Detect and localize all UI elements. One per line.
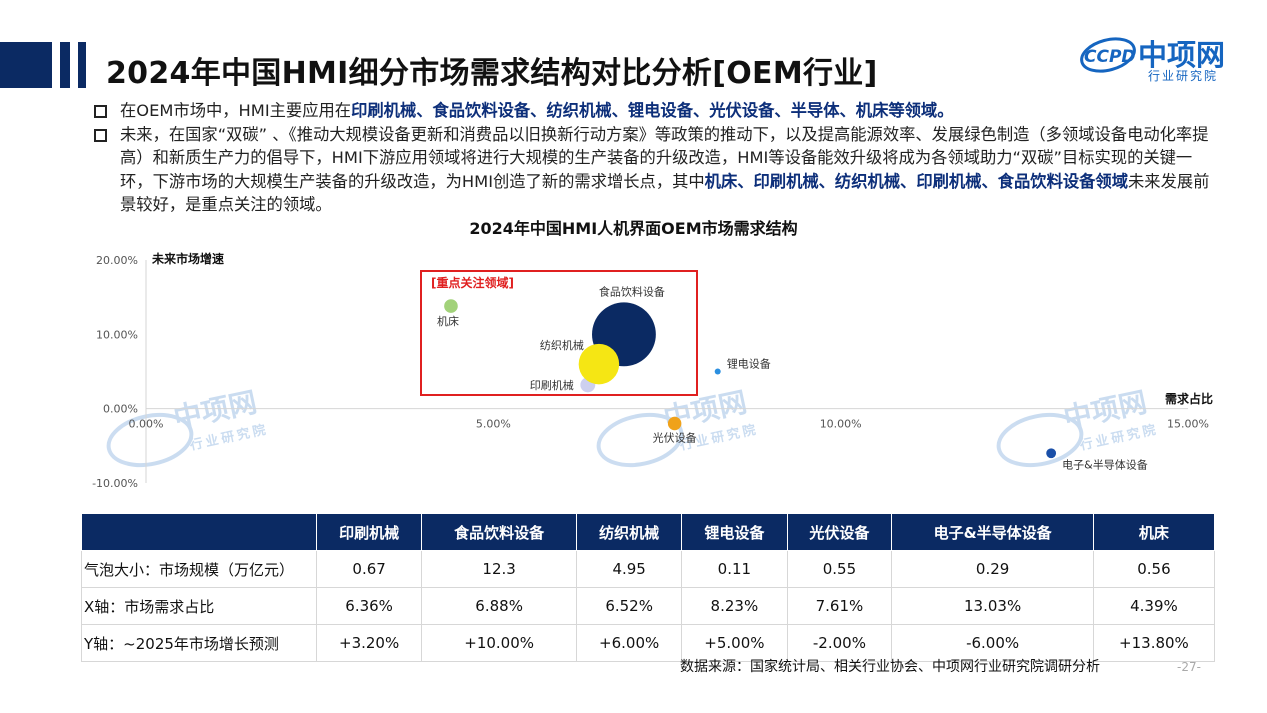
table-header-cell: 食品饮料设备 [421, 513, 578, 551]
bullet-text: 在OEM市场中，HMI主要应用在 [120, 101, 352, 120]
logo-mark-icon: CCPD [1080, 37, 1136, 73]
header-accent-strip [78, 42, 86, 88]
bullet-text: 未来，在国家“双碳” 、《推动大规模设备更新和消费品以旧换新行动方案》等政策的推… [120, 124, 1209, 191]
bubble [714, 368, 721, 375]
table-cell: 0.29 [891, 550, 1094, 588]
bubble [667, 416, 682, 431]
bullet-item: 未来，在国家“双碳” 、《推动大规模设备更新和消费品以旧换新行动方案》等政策的推… [92, 123, 1222, 217]
table-cell: -6.00% [891, 624, 1094, 662]
chart-bubbles [444, 299, 1057, 459]
y-tick-label: 10.00% [96, 328, 138, 341]
bubble [444, 299, 458, 313]
table-cell: +10.00% [421, 624, 578, 662]
highlight-box [420, 270, 698, 396]
x-tick-label: 15.00% [1167, 418, 1209, 431]
y-tick-label: 0.00% [103, 403, 138, 416]
table-header-row: 印刷机械 食品饮料设备 纺织机械 锂电设备 光伏设备 电子&半导体设备 机床 [81, 513, 1216, 551]
x-tick-label: 5.00% [476, 418, 511, 431]
table-header-cell: 纺织机械 [576, 513, 683, 551]
logo-subtitle: 行业研究院 [1148, 69, 1219, 83]
x-tick-label: 10.00% [820, 418, 862, 431]
watermark-ring-icon [106, 412, 194, 468]
page-title: 2024年中国HMI细分市场需求结构对比分析[OEM行业] [106, 56, 878, 91]
y-tick-label: 20.00% [96, 254, 138, 267]
bubble-label: 锂电设备 [727, 357, 771, 371]
data-table: 印刷机械 食品饮料设备 纺织机械 锂电设备 光伏设备 电子&半导体设备 机床 气… [81, 513, 1216, 662]
table-cell: 4.39% [1092, 587, 1216, 625]
table-header-cell: 锂电设备 [681, 513, 788, 551]
row-label: 气泡大小：市场规模（万亿元） [81, 550, 317, 588]
x-tick-label: 0.00% [129, 418, 164, 431]
table-row: 气泡大小：市场规模（万亿元） 0.67 12.3 4.95 0.11 0.55 … [81, 550, 1216, 588]
y-tick-label: -10.00% [92, 477, 138, 490]
table-cell: 0.55 [786, 550, 893, 588]
bullet-highlight: 机床、印刷机械、纺织机械、印刷机械、食品饮料设备领域 [704, 171, 1128, 191]
table-header-cell: 印刷机械 [315, 513, 423, 551]
header-accent-bar [0, 42, 52, 88]
table-header-cell [81, 513, 317, 551]
bubble [1046, 448, 1057, 459]
y-axis-label: 未来市场增速 [151, 251, 224, 266]
table-cell: 6.52% [576, 587, 683, 625]
company-logo: CCPD 中项网 行业研究院 [1078, 30, 1248, 86]
row-label: Y轴：~2025年市场增长预测 [81, 624, 317, 662]
table-cell: +3.20% [315, 624, 423, 662]
table-cell: 0.67 [315, 550, 423, 588]
table-row: Y轴：~2025年市场增长预测 +3.20% +10.00% +6.00% +5… [81, 624, 1216, 662]
table-cell: 4.95 [576, 550, 683, 588]
table-cell: 6.88% [421, 587, 578, 625]
table-cell: 6.36% [315, 587, 423, 625]
bubble-label: 光伏设备 [653, 431, 697, 445]
table-header-cell: 电子&半导体设备 [891, 513, 1094, 551]
table-cell: +5.00% [681, 624, 788, 662]
row-label: X轴：市场需求占比 [81, 587, 317, 625]
table-cell: 12.3 [421, 550, 578, 588]
bullet-square-icon [94, 128, 107, 142]
header-accent-strip [60, 42, 70, 88]
watermark-ring-icon [596, 412, 684, 468]
page-number: -27- [1177, 660, 1201, 674]
table-cell: 0.11 [681, 550, 788, 588]
bullet-highlight: 印刷机械、食品饮料设备、纺织机械、锂电设备、光伏设备、半导体、机床等领域。 [351, 101, 954, 120]
table-header-cell: 机床 [1092, 513, 1216, 551]
table-cell: +13.80% [1092, 624, 1216, 662]
bubble-label: 机床 [437, 314, 459, 328]
bubble-label: 纺织机械 [540, 338, 584, 352]
table-cell: +6.00% [576, 624, 683, 662]
bullet-list: 在OEM市场中，HMI主要应用在印刷机械、食品饮料设备、纺织机械、锂电设备、光伏… [92, 99, 1222, 217]
bubble-label: 印刷机械 [530, 378, 574, 392]
table-cell: 8.23% [681, 587, 788, 625]
bubble-label: 电子&半导体设备 [1062, 457, 1148, 471]
x-axis-label: 需求占比 [1165, 391, 1213, 406]
chart-title: 2024年中国HMI人机界面OEM市场需求结构 [469, 219, 798, 238]
bullet-text-tail: 未来发展前景较好，是重点关注的领域。 [120, 171, 1210, 215]
bullet-square-icon [94, 105, 107, 118]
table-cell: -2.00% [786, 624, 893, 662]
data-source: 数据来源：国家统计局、相关行业协会、中项网行业研究院调研分析 [680, 659, 1100, 675]
watermark: 中项网行业研究院 [106, 385, 270, 468]
bubble-label: 食品饮料设备 [599, 284, 665, 298]
table-cell: 7.61% [786, 587, 893, 625]
bullet-item: 在OEM市场中，HMI主要应用在印刷机械、食品饮料设备、纺织机械、锂电设备、光伏… [92, 99, 1222, 123]
logo-mark-text: CCPD [1084, 47, 1136, 67]
highlight-label: [重点关注领域] [431, 275, 514, 290]
logo-name: 中项网 [1138, 38, 1226, 72]
table-row: X轴：市场需求占比 6.36% 6.88% 6.52% 8.23% 7.61% … [81, 587, 1216, 625]
table-cell: 0.56 [1092, 550, 1216, 588]
table-header-cell: 光伏设备 [786, 513, 893, 551]
chart-axes: 20.00% 10.00% 0.00% -10.00% 0.00% 5.00% 10.00%… [92, 251, 1213, 490]
table-cell: 13.03% [891, 587, 1094, 625]
watermark-ring-icon [996, 412, 1084, 468]
bubble [578, 343, 620, 385]
